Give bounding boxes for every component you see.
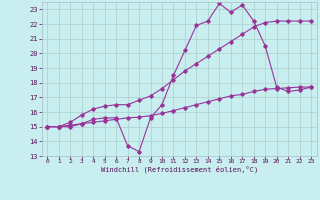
- X-axis label: Windchill (Refroidissement éolien,°C): Windchill (Refroidissement éolien,°C): [100, 166, 258, 173]
